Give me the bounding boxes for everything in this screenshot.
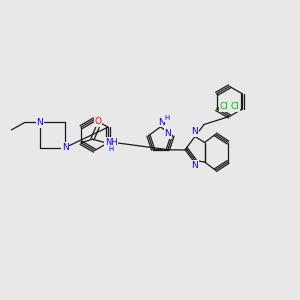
Text: Cl: Cl <box>231 102 239 111</box>
Text: O: O <box>94 117 101 126</box>
Text: N: N <box>192 127 198 136</box>
Text: N: N <box>37 118 43 127</box>
Text: H: H <box>109 146 114 152</box>
Text: N: N <box>62 143 68 152</box>
Text: Cl: Cl <box>220 102 228 111</box>
Text: N: N <box>159 118 165 127</box>
Text: H: H <box>164 116 170 122</box>
Text: N: N <box>192 161 198 170</box>
Text: NH: NH <box>105 138 118 147</box>
Text: N: N <box>164 129 171 138</box>
